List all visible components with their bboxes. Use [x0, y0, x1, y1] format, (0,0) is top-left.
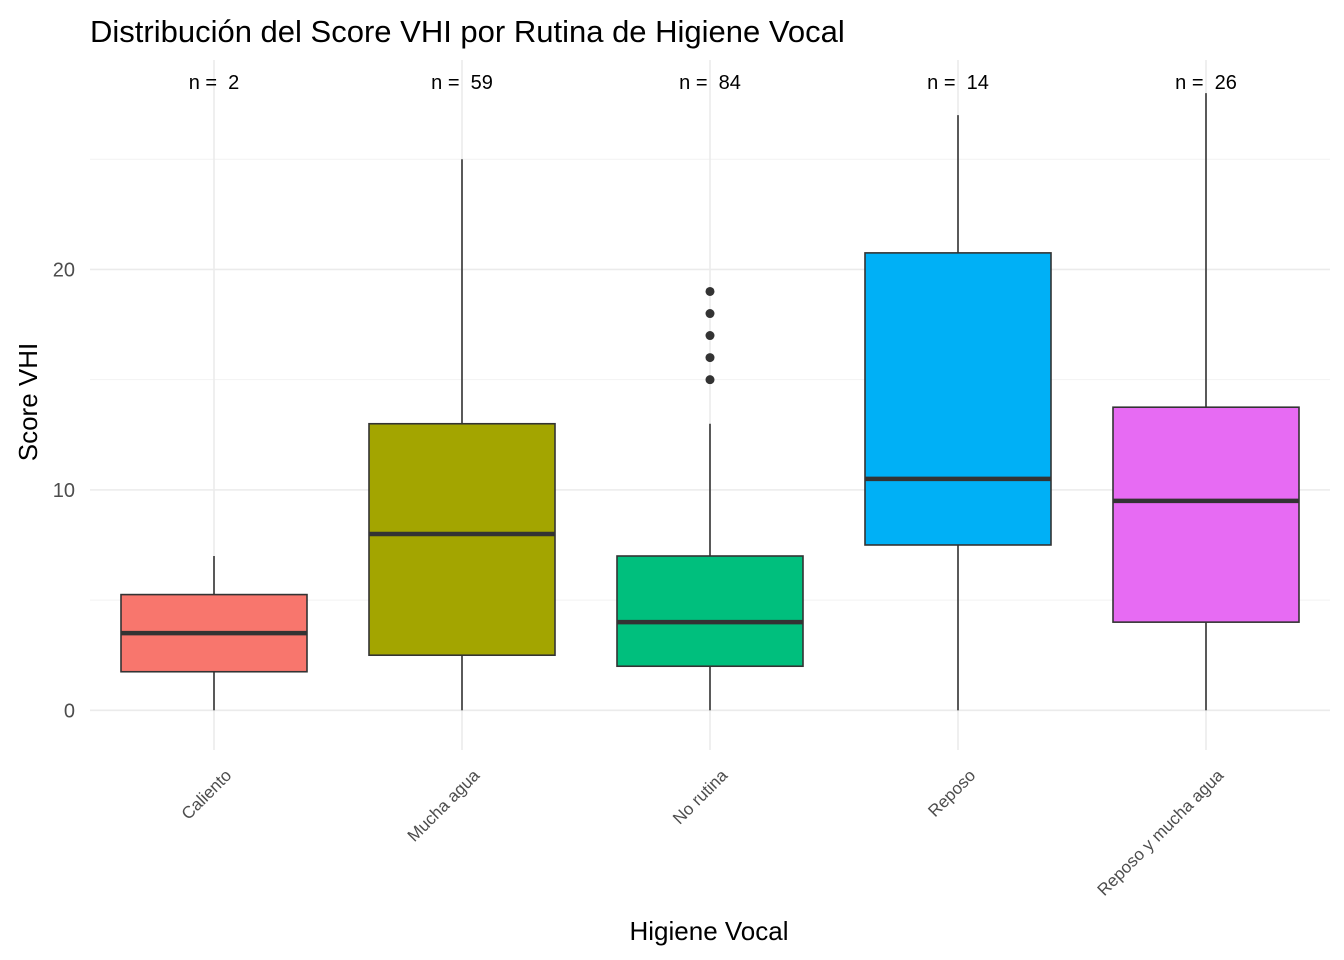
y-axis-ticks: 0 10 20: [53, 259, 75, 722]
box-iqr: [616, 555, 804, 668]
n-label: n = 84: [679, 72, 741, 94]
y-tick-label: 0: [64, 700, 75, 722]
outlier-point: [705, 331, 715, 341]
y-tick-label: 10: [53, 480, 75, 502]
box-3: [864, 115, 1052, 711]
box-0: [120, 556, 308, 711]
outlier-point: [705, 375, 715, 385]
n-label: n = 59: [431, 72, 493, 94]
outlier-point: [705, 353, 715, 363]
n-label: n = 2: [189, 72, 240, 94]
n-label: n = 26: [1175, 72, 1237, 94]
x-tick-label: Reposo: [924, 766, 979, 821]
x-axis-title: Higiene Vocal: [630, 916, 789, 946]
outlier-point: [705, 309, 715, 319]
n-labels: n = 2 n = 59 n = 84 n = 14 n = 26: [189, 72, 1237, 94]
x-tick-label: Mucha agua: [404, 766, 484, 846]
x-axis-ticks: Caliento Mucha agua No rutina Reposo Reposo …: [178, 765, 1228, 899]
box-1: [368, 159, 556, 711]
chart-title: Distribución del Score VHI por Rutina de…: [90, 14, 845, 49]
y-tick-label: 20: [53, 259, 75, 281]
outlier-point: [705, 286, 715, 296]
box-4: [1112, 93, 1300, 711]
boxes: [120, 93, 1300, 711]
y-axis-title: Score VHI: [13, 343, 43, 462]
box-2: [616, 286, 804, 711]
x-tick-label: No rutina: [669, 765, 732, 828]
box-iqr: [864, 252, 1052, 546]
box-iqr: [368, 422, 556, 657]
box-iqr: [1112, 406, 1300, 623]
n-label: n = 14: [927, 72, 989, 94]
x-tick-label: Reposo y mucha agua: [1094, 765, 1228, 899]
x-tick-label: Caliento: [178, 766, 236, 824]
